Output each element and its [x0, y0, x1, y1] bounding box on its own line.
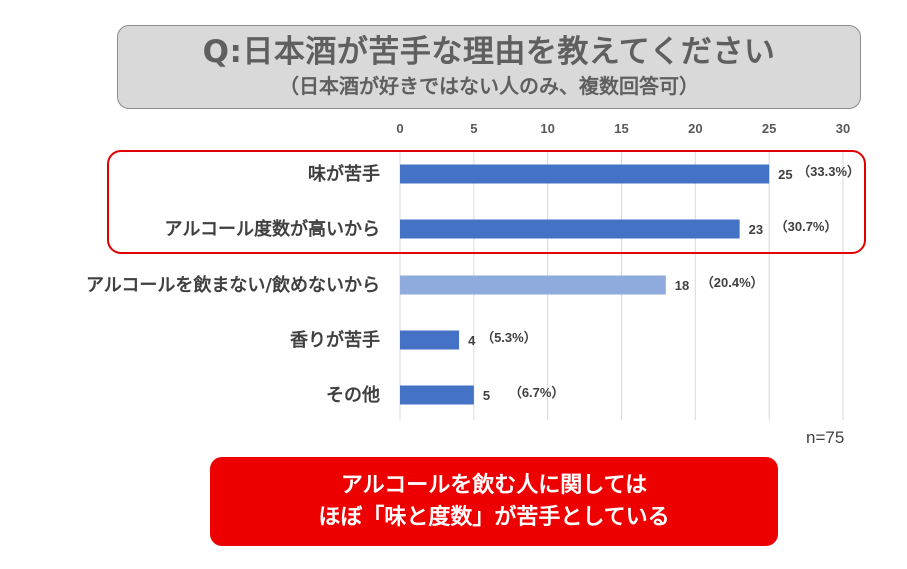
percent-label: （33.3%） [797, 164, 860, 179]
value-label: 18 [675, 278, 689, 293]
x-tick-label: 20 [688, 121, 702, 136]
bar [400, 164, 770, 184]
bar [400, 330, 460, 350]
chart-subtitle: （日本酒が好きではない人のみ、複数回答可） [279, 74, 699, 98]
highlight-box [107, 150, 866, 254]
x-tick-label: 15 [614, 121, 628, 136]
sample-size: n=75 [806, 428, 845, 447]
value-label: 4 [468, 333, 476, 348]
callout-line-2: ほぼ「味と度数」が苦手としている [318, 504, 670, 530]
category-label: アルコール度数が高いから [165, 218, 380, 240]
chart-title: Q:日本酒が苦手な理由を教えてください [202, 34, 776, 70]
x-tick-label: 30 [836, 121, 850, 136]
bar [400, 275, 666, 295]
category-label: 香りが苦手 [289, 329, 380, 351]
callout-line-1: アルコールを飲む人に関しては [340, 472, 648, 498]
bar [400, 385, 474, 405]
category-label: アルコールを飲まない/飲めないから [86, 274, 380, 296]
percent-label: （6.7%） [509, 385, 565, 400]
value-label: 23 [749, 222, 763, 237]
percent-label: （20.4%） [701, 275, 764, 290]
category-label: 味が苦手 [308, 163, 380, 185]
percent-label: （5.3%） [481, 330, 537, 345]
value-label: 25 [778, 167, 792, 182]
title-box: Q:日本酒が苦手な理由を教えてください （日本酒が好きではない人のみ、複数回答可… [117, 25, 861, 109]
category-label: その他 [326, 384, 380, 406]
bar [400, 219, 740, 239]
x-tick-label: 25 [762, 121, 776, 136]
callout-box: アルコールを飲む人に関しては ほぼ「味と度数」が苦手としている [210, 457, 778, 546]
x-tick-label: 0 [396, 121, 403, 136]
x-tick-label: 10 [540, 121, 554, 136]
x-tick-label: 5 [470, 121, 477, 136]
percent-label: （30.7%） [775, 219, 838, 234]
value-label: 5 [483, 388, 490, 403]
